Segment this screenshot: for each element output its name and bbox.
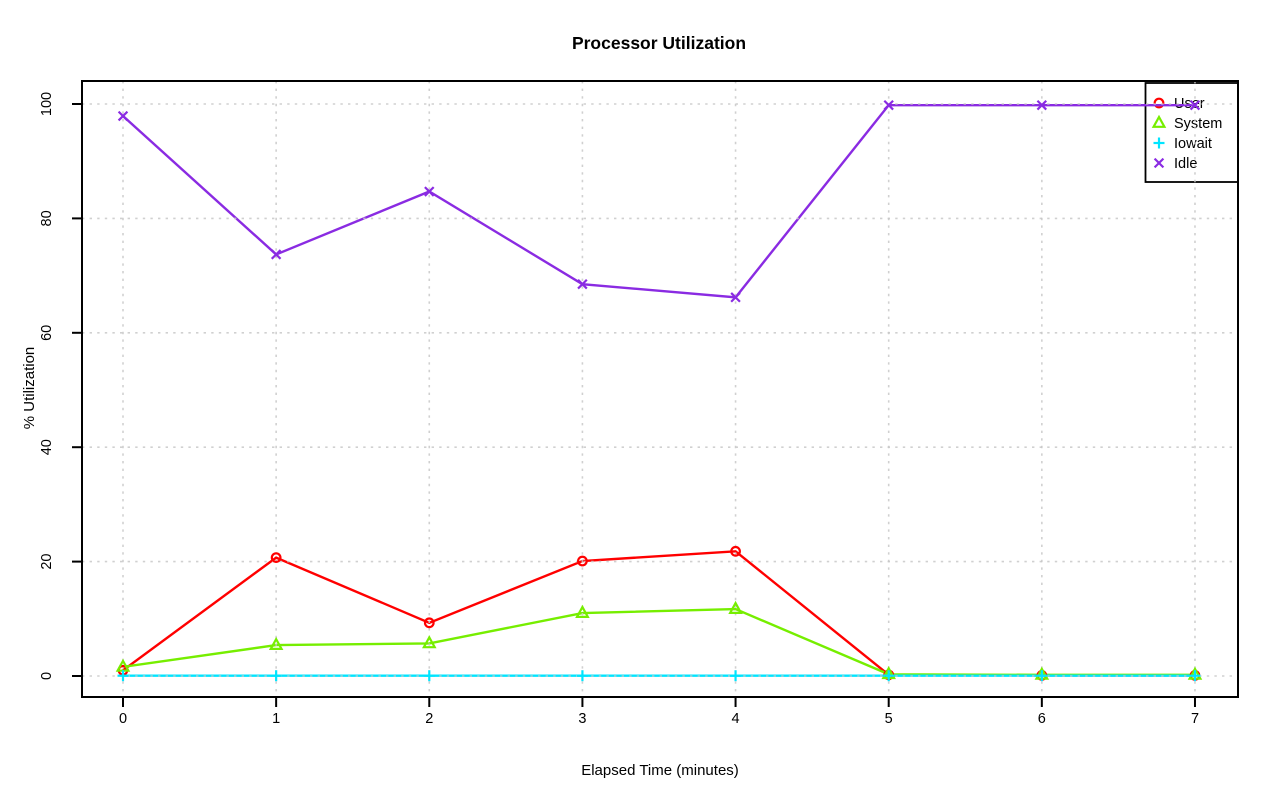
x-tick-label: 7 (1191, 711, 1199, 727)
marker-idle (1036, 99, 1048, 111)
plot-border-layer (81, 80, 1239, 698)
y-tick-label: 60 (39, 325, 55, 341)
x-tick-label: 4 (732, 711, 740, 727)
x-axis-label: Elapsed Time (minutes) (581, 762, 739, 779)
marker-iowait (117, 670, 129, 682)
marker-idle (270, 249, 282, 260)
x-tick-label: 5 (885, 711, 893, 727)
marker-user (270, 552, 282, 563)
marker-system (422, 635, 437, 649)
markers-layer (115, 99, 1203, 682)
series-line-system (122, 607, 1195, 677)
chart-title: Processor Utilization (572, 33, 746, 53)
y-tick-label: 0 (39, 672, 55, 680)
axes-layer: 0 1 2 3 4 5 6 7 0 20 40 60 80 100 (39, 92, 1199, 727)
marker-iowait (576, 670, 588, 682)
marker-idle (577, 279, 588, 290)
x-tick-label: 2 (425, 711, 433, 727)
x-tick-label: 1 (272, 711, 280, 727)
series-line-user (122, 550, 1195, 677)
marker-idle (424, 186, 435, 197)
marker-iowait (1036, 670, 1048, 682)
gridlines-layer (82, 81, 1238, 697)
legend-x-marker-icon (1153, 157, 1165, 169)
marker-user (730, 545, 741, 557)
x-tick-label: 3 (578, 711, 586, 727)
legend-label-idle: Idle (1174, 156, 1197, 172)
marker-user (577, 555, 588, 567)
marker-iowait (883, 670, 895, 682)
legend-label-system: System (1174, 116, 1222, 132)
legend-plus-marker-icon (1153, 137, 1165, 149)
marker-user (423, 617, 435, 629)
plot-border (81, 80, 1239, 698)
y-tick-label: 20 (39, 554, 55, 570)
legend-triangle-marker-icon (1151, 114, 1167, 128)
x-tick-label: 6 (1038, 711, 1046, 727)
y-tick-label: 100 (39, 92, 55, 116)
legend-circle-marker-icon (1153, 97, 1165, 109)
y-axis-label: % Utilization (21, 347, 38, 430)
legend-label-iowait: Iowait (1174, 136, 1212, 152)
marker-idle (117, 110, 129, 122)
marker-idle (883, 99, 894, 111)
marker-iowait (423, 670, 435, 682)
marker-system (268, 636, 284, 651)
marker-iowait (1189, 670, 1201, 682)
marker-idle (1189, 99, 1201, 111)
series-line-idle (122, 103, 1195, 299)
x-tick-label: 0 (119, 711, 127, 727)
marker-system (728, 600, 743, 614)
marker-system (575, 604, 590, 618)
marker-idle (730, 292, 741, 303)
y-tick-label: 80 (39, 210, 55, 226)
y-tick-label: 40 (39, 439, 55, 455)
series-lines-layer (122, 103, 1195, 677)
marker-iowait (730, 670, 742, 682)
marker-iowait (270, 670, 282, 682)
